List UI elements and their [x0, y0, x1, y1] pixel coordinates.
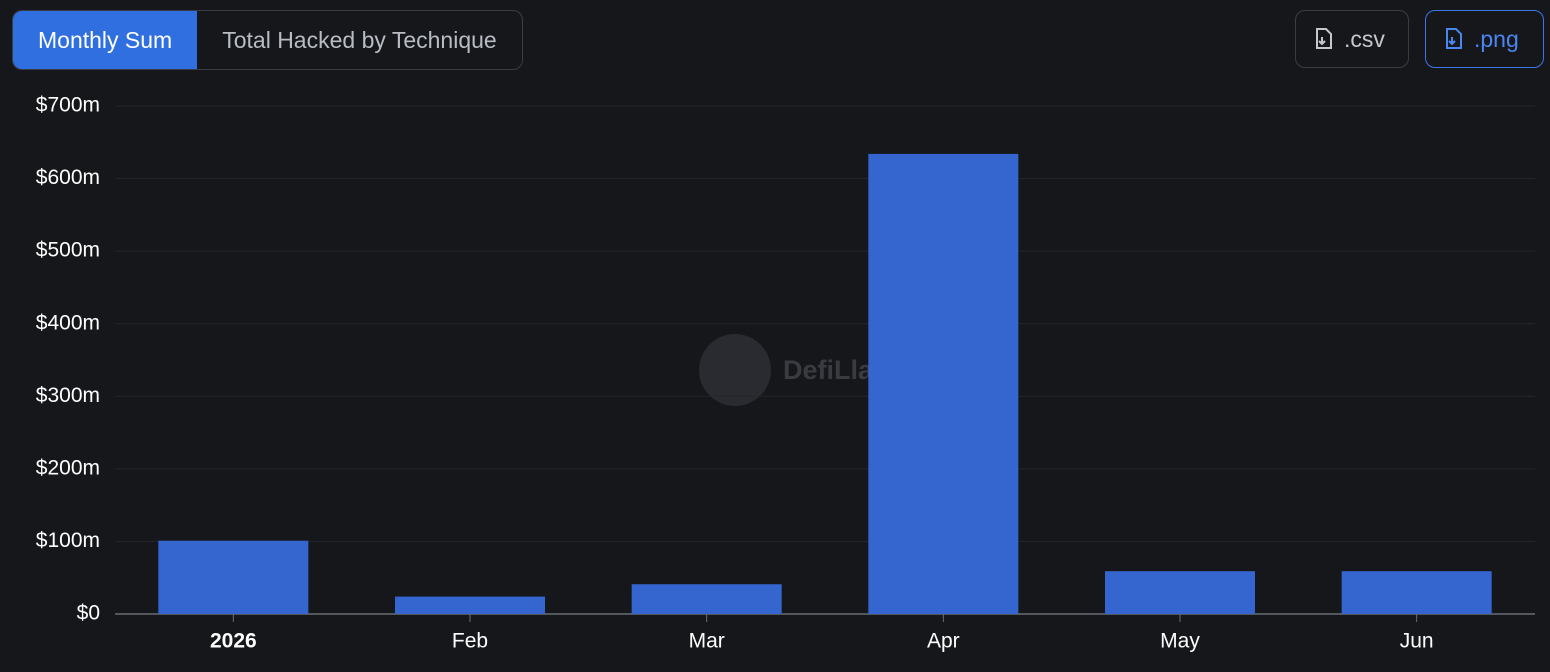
button-label: .csv	[1344, 25, 1385, 52]
icon	[1316, 28, 1332, 49]
y-tick-label: $0	[77, 602, 100, 625]
x-tick-label: Feb	[452, 630, 488, 653]
download-button[interactable]: .csv	[1295, 10, 1409, 68]
tab[interactable]: Monthly Sum	[13, 11, 198, 69]
y-tick-label: $500m	[36, 239, 100, 262]
button-label: .png	[1474, 25, 1519, 52]
tab-group: Monthly Sum Total Hacked by Technique	[12, 10, 523, 70]
y-tick-label: $600m	[36, 166, 100, 189]
y-tick-label: $100m	[36, 529, 100, 552]
x-tick-label: 2026	[210, 630, 257, 653]
download-button[interactable]: .png	[1425, 10, 1544, 68]
x-tick-label: May	[1160, 630, 1200, 653]
y-tick-label: $200m	[36, 456, 100, 479]
x-tick-label: Jun	[1400, 630, 1434, 653]
tab[interactable]: Total Hacked by Technique	[222, 27, 497, 53]
watermark-logo	[699, 334, 771, 406]
icon	[1446, 28, 1462, 49]
x-tick-label: Mar	[689, 630, 725, 653]
bar	[158, 540, 309, 614]
bar	[395, 596, 545, 614]
bar	[868, 153, 1019, 614]
x-tick-label: Apr	[927, 630, 960, 653]
bar	[631, 584, 782, 614]
bar	[1341, 571, 1492, 614]
y-tick-label: $300m	[36, 384, 100, 407]
y-tick-label: $400m	[36, 311, 100, 334]
y-tick-label: $700m	[36, 94, 100, 117]
bar	[1105, 571, 1255, 614]
